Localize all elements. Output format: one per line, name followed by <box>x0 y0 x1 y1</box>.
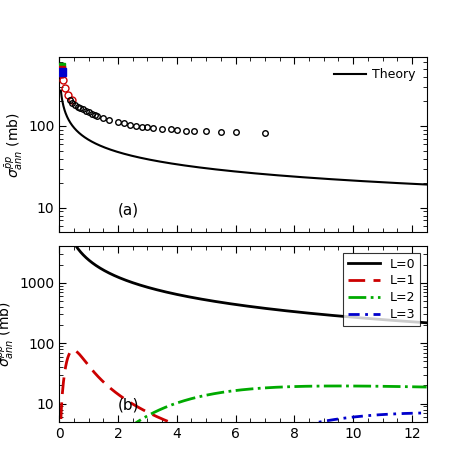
Line: L=2: L=2 <box>61 386 427 474</box>
L=0 <box>309 310 315 316</box>
L=3 <box>350 414 356 420</box>
L=3 <box>206 459 211 465</box>
Y-axis label: $\sigma^{\bar{p}p}_{ann}$ (mb): $\sigma^{\bar{p}p}_{ann}$ (mb) <box>0 301 17 367</box>
Text: (a): (a) <box>118 203 139 218</box>
L=2 <box>337 383 343 389</box>
L=3 <box>343 415 349 421</box>
L=2 <box>309 383 315 389</box>
L=1 <box>219 437 225 442</box>
Line: L=1: L=1 <box>61 350 427 474</box>
Y-axis label: $\sigma^{\bar{p}p}_{ann}$ (mb): $\sigma^{\bar{p}p}_{ann}$ (mb) <box>4 112 25 177</box>
L=1 <box>58 416 64 422</box>
L=1 <box>71 347 76 353</box>
L=0 <box>219 300 225 305</box>
L=2 <box>424 384 429 390</box>
L=3 <box>219 452 225 458</box>
L=2 <box>344 383 349 389</box>
Legend: Theory: Theory <box>329 63 420 86</box>
L=3 <box>424 410 429 416</box>
Line: L=0: L=0 <box>61 190 427 323</box>
L=2 <box>350 383 356 389</box>
L=2 <box>219 390 225 395</box>
Line: L=3: L=3 <box>61 413 427 474</box>
L=1 <box>96 374 101 380</box>
Legend: L=0, L=1, L=2, L=3: L=0, L=1, L=2, L=3 <box>344 253 420 326</box>
L=0 <box>424 320 429 326</box>
L=0 <box>343 314 349 319</box>
L=0 <box>95 264 101 270</box>
L=3 <box>309 420 315 426</box>
L=1 <box>344 462 349 467</box>
L=1 <box>206 433 212 438</box>
Text: (b): (b) <box>118 398 139 412</box>
L=1 <box>424 473 429 474</box>
L=2 <box>95 457 101 463</box>
L=0 <box>206 298 211 303</box>
L=0 <box>58 187 64 192</box>
L=0 <box>350 314 356 320</box>
L=1 <box>310 456 315 462</box>
L=1 <box>350 463 356 469</box>
L=2 <box>206 392 211 398</box>
